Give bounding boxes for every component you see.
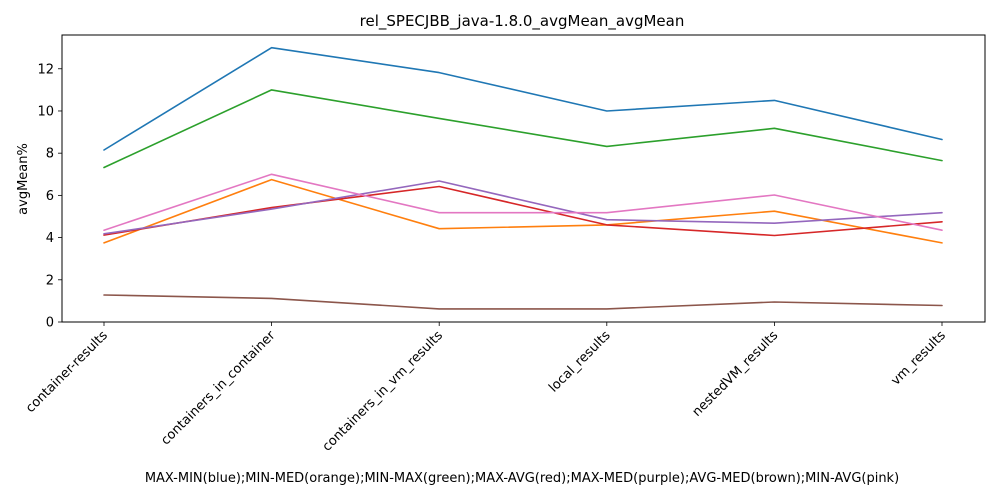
series-line-1 [103, 178, 943, 244]
y-ticks: 0 2 4 6 8 10 12 [37, 62, 62, 331]
axes-layer [61, 34, 986, 323]
y-tick-label-6: 12 [37, 62, 54, 77]
x-tick-label-0: container-results [23, 328, 111, 416]
y-tick-label-2: 4 [46, 231, 54, 246]
y-tick-label-5: 10 [37, 104, 54, 119]
x-tick-label-3: local_results [546, 328, 614, 396]
series-line-2 [103, 89, 943, 169]
x-tick-label-4: nestedVM_results [690, 328, 782, 420]
chart-title: rel_SPECJBB_java-1.8.0_avgMean_avgMean [360, 12, 685, 31]
y-axis-label: avgMean% [16, 143, 31, 215]
x-tick-label-2: containers_in_vm_results [320, 328, 446, 454]
x-ticks: container-results containers_in_container… [23, 322, 949, 455]
series-line-6 [103, 173, 943, 231]
y-tick-label-0: 0 [46, 316, 54, 331]
x-axis-label: MAX-MIN(blue);MIN-MED(orange);MIN-MAX(gr… [145, 471, 899, 486]
y-tick-label-1: 2 [46, 273, 54, 288]
series-line-3 [103, 185, 943, 237]
y-tick-label-3: 6 [46, 189, 54, 204]
series-line-5 [103, 294, 943, 310]
series-line-4 [103, 180, 943, 235]
x-tick-label-5: vm_results [888, 328, 949, 389]
x-tick-label-1: containers_in_container [158, 328, 279, 449]
y-tick-label-4: 8 [46, 147, 54, 162]
series-layer [103, 46, 943, 310]
plot-frame [61, 34, 986, 323]
series-line-0 [103, 46, 943, 151]
